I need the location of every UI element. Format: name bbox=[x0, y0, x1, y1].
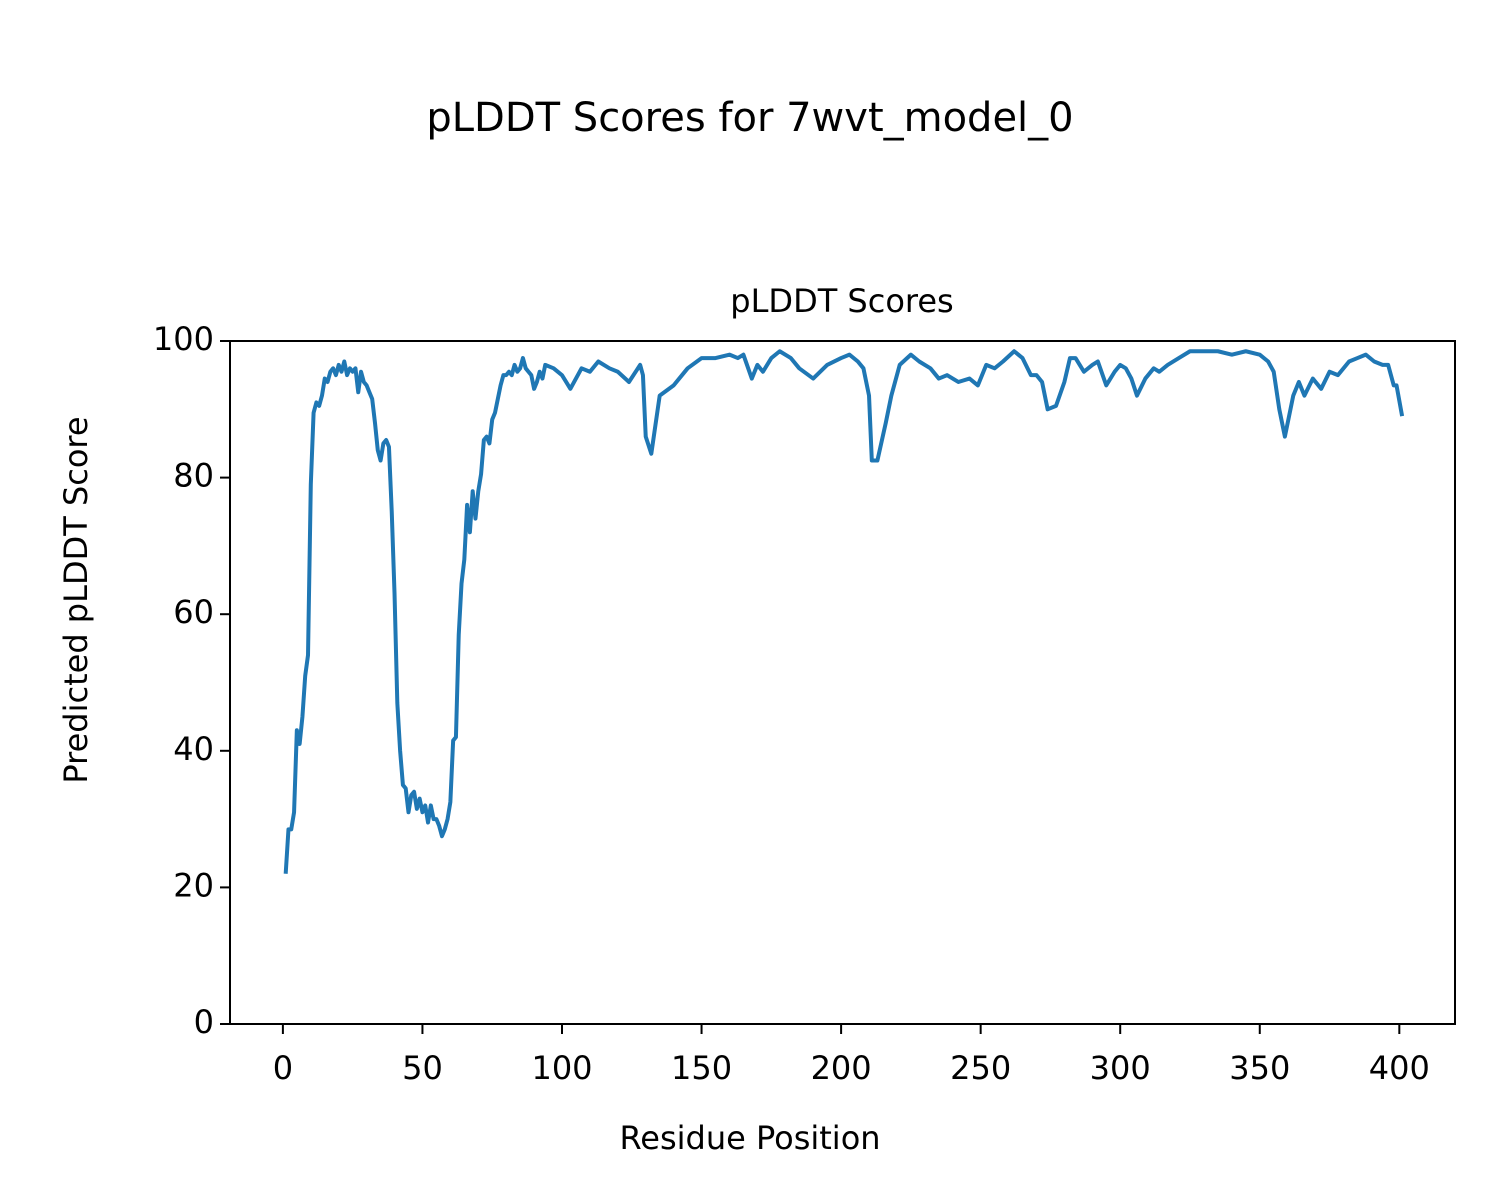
y-tick-label: 20 bbox=[173, 866, 214, 904]
plot-frame bbox=[229, 340, 1456, 1025]
chart-title: pLDDT Scores for 7wvt_model_0 bbox=[426, 95, 1073, 141]
chart-subtitle: pLDDT Scores bbox=[730, 282, 953, 320]
y-tick-label: 60 bbox=[173, 593, 214, 631]
x-tick-label: 100 bbox=[531, 1049, 592, 1087]
x-tick-label: 300 bbox=[1090, 1049, 1151, 1087]
y-tick-label: 80 bbox=[173, 457, 214, 495]
y-axis-label: Predicted pLDDT Score bbox=[57, 416, 95, 783]
y-tick-label: 40 bbox=[173, 730, 214, 768]
x-tick-label: 350 bbox=[1229, 1049, 1290, 1087]
x-tick-label: 0 bbox=[273, 1049, 293, 1087]
x-tick-label: 200 bbox=[811, 1049, 872, 1087]
x-tick-label: 250 bbox=[950, 1049, 1011, 1087]
x-tick-label: 150 bbox=[671, 1049, 732, 1087]
x-tick-label: 50 bbox=[402, 1049, 443, 1087]
data-line bbox=[283, 349, 1405, 874]
x-tick-label: 400 bbox=[1369, 1049, 1430, 1087]
y-tick-label: 100 bbox=[153, 320, 214, 358]
x-axis-label: Residue Position bbox=[619, 1119, 880, 1157]
y-tick-label: 0 bbox=[194, 1003, 214, 1041]
